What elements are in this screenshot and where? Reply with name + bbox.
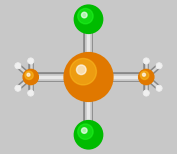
Circle shape [25, 71, 33, 79]
Circle shape [142, 73, 145, 76]
Circle shape [70, 59, 96, 85]
Circle shape [143, 90, 149, 96]
Circle shape [156, 63, 162, 69]
Circle shape [81, 12, 87, 18]
Circle shape [75, 121, 102, 149]
Circle shape [23, 69, 38, 85]
Circle shape [140, 71, 149, 79]
Circle shape [15, 85, 21, 91]
Circle shape [64, 53, 113, 101]
Circle shape [156, 85, 162, 91]
Circle shape [78, 8, 93, 24]
Circle shape [143, 58, 149, 64]
Circle shape [28, 90, 34, 96]
Circle shape [81, 128, 87, 133]
Circle shape [28, 58, 34, 64]
Circle shape [78, 124, 93, 139]
Circle shape [27, 73, 30, 76]
Circle shape [15, 63, 21, 69]
Circle shape [76, 65, 86, 75]
Circle shape [139, 69, 154, 85]
Circle shape [75, 5, 102, 33]
